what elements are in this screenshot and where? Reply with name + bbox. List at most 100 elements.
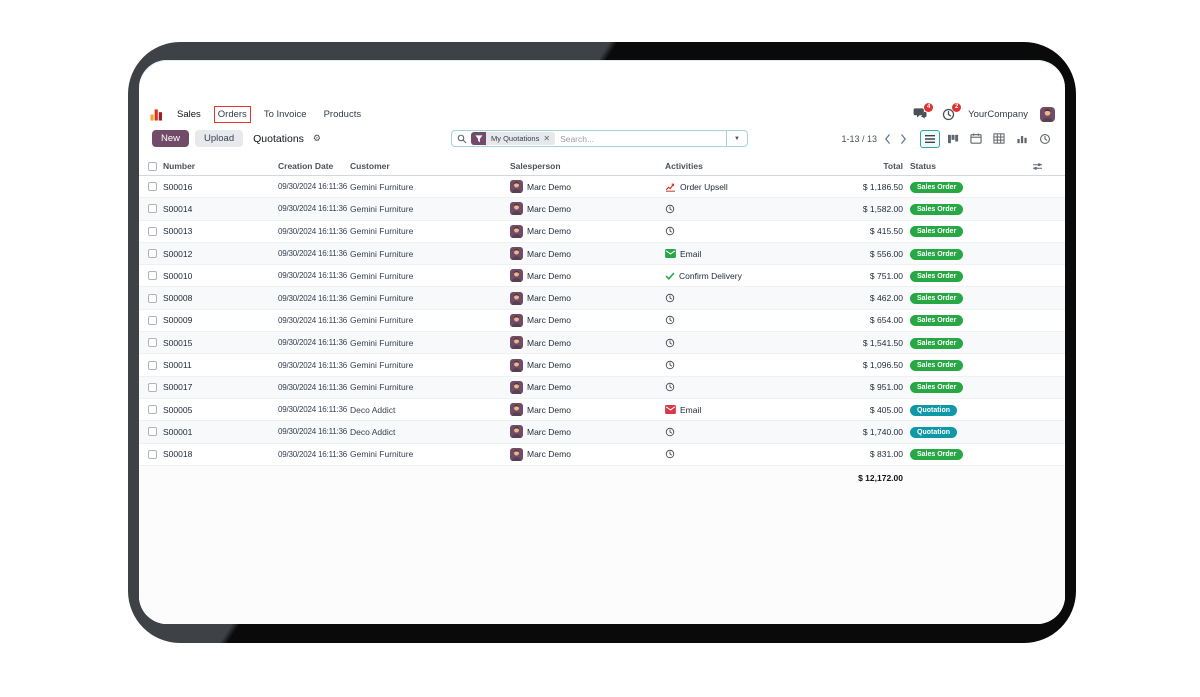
cell-date: 09/30/2024 16:11:36	[278, 204, 348, 214]
row-checkbox[interactable]	[148, 204, 157, 214]
activity-cell[interactable]	[665, 226, 785, 236]
activity-cell[interactable]	[665, 315, 785, 325]
status-badge: Sales Order	[910, 337, 964, 349]
cell-salesperson: Marc Demo	[510, 224, 665, 238]
navbar-left: Sales Orders To Invoice Products	[150, 105, 364, 123]
table-row[interactable]: S00012 09/30/2024 16:11:36 Gemini Furnit…	[139, 242, 1065, 266]
cell-customer: Gemini Furniture	[350, 337, 414, 348]
activity-cell[interactable]	[665, 293, 785, 303]
cell-total: $ 1,186.50	[862, 181, 903, 192]
upload-button[interactable]: Upload	[195, 130, 244, 147]
activity-cell[interactable]	[665, 427, 785, 437]
pager-nav	[884, 133, 907, 144]
table-row[interactable]: S00001 09/30/2024 16:11:36 Deco Addict M…	[139, 421, 1065, 444]
view-kanban-icon[interactable]	[943, 130, 963, 148]
sales-app-icon[interactable]	[150, 108, 163, 121]
row-checkbox[interactable]	[148, 271, 157, 281]
table-row[interactable]: S00011 09/30/2024 16:11:36 Gemini Furnit…	[139, 354, 1065, 377]
row-checkbox[interactable]	[148, 360, 157, 370]
status-badge: Sales Order	[910, 248, 964, 260]
table-row[interactable]: S00008 09/30/2024 16:11:36 Gemini Furnit…	[139, 287, 1065, 310]
activity-cell[interactable]	[665, 449, 785, 459]
table-row[interactable]: S00005 09/30/2024 16:11:36 Deco Addict M…	[139, 398, 1065, 422]
activity-cell[interactable]	[665, 204, 785, 214]
view-graph-icon[interactable]	[1012, 130, 1032, 148]
cell-date: 09/30/2024 16:11:36	[278, 427, 348, 437]
header-creation-date[interactable]: Creation Date	[278, 161, 334, 171]
table-header: Number Creation Date Customer Salesperso…	[139, 157, 1065, 176]
activity-cell[interactable]: Confirm Delivery	[665, 271, 785, 281]
gear-icon[interactable]: ⚙	[312, 133, 321, 143]
navbar-menu-sales[interactable]: Sales	[177, 108, 201, 120]
table-row[interactable]: S00018 09/30/2024 16:11:36 Gemini Furnit…	[139, 443, 1065, 466]
new-button[interactable]: New	[152, 130, 190, 147]
table-row[interactable]: S00010 09/30/2024 16:11:36 Gemini Furnit…	[139, 265, 1065, 288]
navbar-menu-to-invoice[interactable]: To Invoice	[263, 108, 307, 120]
view-activity-icon[interactable]	[1035, 130, 1055, 148]
cell-salesperson: Marc Demo	[510, 358, 665, 372]
table-row[interactable]: S00013 09/30/2024 16:11:36 Gemini Furnit…	[139, 220, 1065, 243]
cell-status: Sales Order	[903, 359, 999, 372]
cell-customer: Gemini Furniture	[350, 293, 414, 304]
user-avatar[interactable]	[1040, 106, 1055, 122]
search-input[interactable]	[560, 133, 726, 144]
activity-cell[interactable]: Email	[665, 405, 785, 415]
cell-date: 09/30/2024 16:11:36	[278, 449, 348, 459]
navbar-menu-orders[interactable]: Orders	[213, 105, 251, 123]
cell-total: $ 1,740.00	[862, 426, 903, 437]
header-number[interactable]: Number	[163, 161, 196, 171]
header-customer[interactable]: Customer	[350, 161, 390, 171]
table-row[interactable]: S00014 09/30/2024 16:11:36 Gemini Furnit…	[139, 198, 1065, 221]
status-badge: Sales Order	[910, 449, 964, 461]
cell-date: 09/30/2024 16:11:36	[278, 360, 348, 370]
search-bar[interactable]: My Quotations ✕ ▼	[451, 130, 748, 147]
table-row[interactable]: S00016 09/30/2024 16:11:36 Gemini Furnit…	[139, 176, 1065, 199]
optional-columns-icon[interactable]	[999, 162, 1065, 171]
header-salesperson[interactable]: Salesperson	[510, 161, 561, 171]
activity-cell[interactable]: Email	[665, 249, 785, 259]
salesperson-name: Marc Demo	[527, 404, 571, 415]
table-row[interactable]: S00015 09/30/2024 16:11:36 Gemini Furnit…	[139, 332, 1065, 355]
row-checkbox[interactable]	[148, 449, 157, 459]
cell-total: $ 751.00	[869, 270, 903, 281]
select-all-checkbox[interactable]	[148, 161, 157, 171]
activity-cell[interactable]	[665, 360, 785, 370]
row-checkbox[interactable]	[148, 249, 157, 259]
view-calendar-icon[interactable]	[966, 130, 986, 148]
status-badge: Quotation	[910, 426, 958, 438]
row-checkbox[interactable]	[148, 293, 157, 303]
salesperson-name: Marc Demo	[527, 203, 571, 214]
view-list-icon[interactable]	[920, 129, 940, 148]
row-checkbox[interactable]	[148, 338, 157, 348]
cell-total: $ 556.00	[869, 248, 903, 259]
cell-date: 09/30/2024 16:11:36	[278, 382, 348, 392]
activity-cell[interactable]	[665, 338, 785, 348]
row-checkbox[interactable]	[148, 315, 157, 325]
header-status[interactable]: Status	[910, 161, 936, 171]
row-checkbox[interactable]	[148, 226, 157, 236]
navbar-menu-products[interactable]: Products	[323, 108, 362, 120]
row-checkbox[interactable]	[148, 405, 157, 415]
pager-previous-icon[interactable]	[884, 133, 891, 144]
table-row[interactable]: S00009 09/30/2024 16:11:36 Gemini Furnit…	[139, 309, 1065, 333]
row-checkbox[interactable]	[148, 182, 157, 192]
messages-icon[interactable]: 4	[912, 103, 934, 121]
company-name[interactable]: YourCompany	[968, 108, 1028, 120]
salesperson-avatar	[510, 380, 523, 394]
activity-clock-icon	[665, 382, 675, 392]
salesperson-avatar	[510, 403, 523, 417]
search-dropdown-caret-icon[interactable]: ▼	[726, 131, 747, 146]
salesperson-name: Marc Demo	[527, 360, 571, 371]
activity-cell[interactable]: Order Upsell	[665, 182, 785, 192]
row-checkbox[interactable]	[148, 427, 157, 437]
activities-icon[interactable]: 2	[940, 103, 962, 121]
header-activities[interactable]: Activities	[665, 161, 703, 171]
activity-clock-icon	[665, 449, 675, 459]
view-pivot-icon[interactable]	[989, 130, 1009, 148]
header-total[interactable]: Total	[883, 161, 903, 171]
pager-next-icon[interactable]	[900, 133, 907, 144]
table-row[interactable]: S00017 09/30/2024 16:11:36 Gemini Furnit…	[139, 376, 1065, 399]
facet-remove-icon[interactable]: ✕	[543, 133, 551, 143]
row-checkbox[interactable]	[148, 382, 157, 392]
activity-cell[interactable]	[665, 382, 785, 392]
